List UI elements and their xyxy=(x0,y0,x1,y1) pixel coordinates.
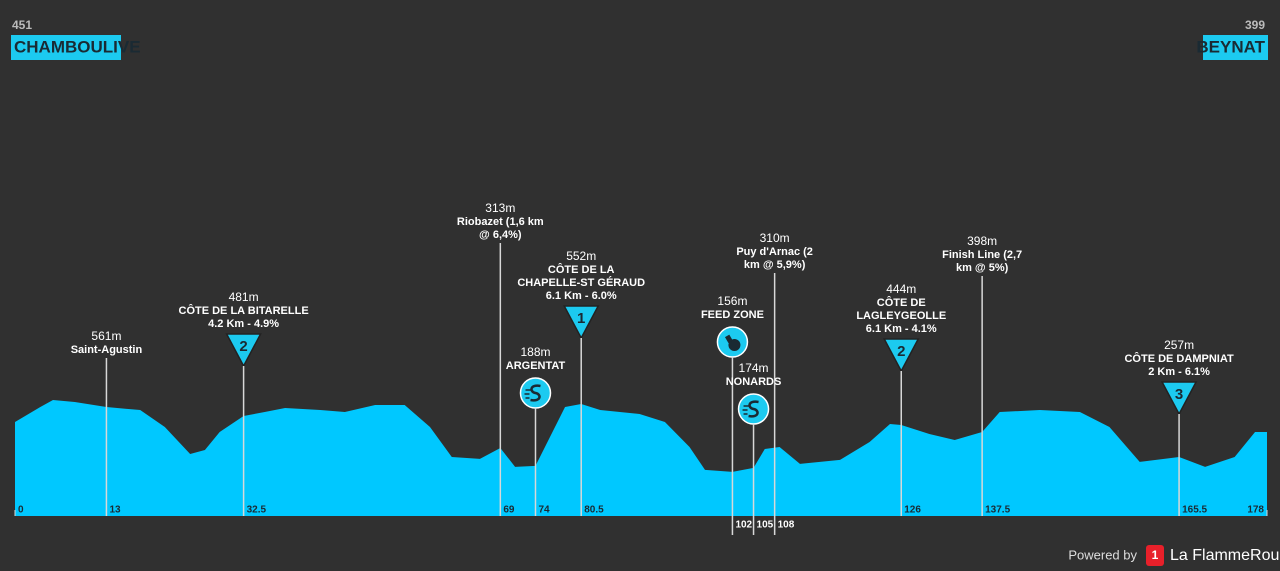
marker-elevation: 398m xyxy=(967,234,997,248)
elevation-area xyxy=(15,400,1267,516)
climb-category: 3 xyxy=(1175,386,1183,403)
marker-label: CÔTE DE LA xyxy=(548,263,615,276)
finish-name: BEYNAT xyxy=(1196,37,1265,56)
sprint-symbol xyxy=(530,384,541,402)
marker-label: CÔTE DE LA BITARELLE xyxy=(179,304,309,317)
x-tick-label: 108 xyxy=(778,520,795,531)
brand-name: La FlammeRouge xyxy=(1170,547,1280,564)
sprint-lines xyxy=(524,389,531,399)
x-tick-label: 69 xyxy=(503,505,515,516)
marker-label: CHAPELLE-ST GÉRAUD xyxy=(517,276,645,289)
sprint-lines xyxy=(742,405,749,415)
marker-elevation: 313m xyxy=(485,201,515,215)
x-tick-label: 178 xyxy=(1247,505,1264,516)
marker-elevation: 174m xyxy=(739,361,769,375)
start-name: CHAMBOULIVE xyxy=(14,37,141,56)
x-tick-label: 13 xyxy=(109,505,121,516)
marker-elevation: 188m xyxy=(520,345,550,359)
feed-symbol xyxy=(728,339,741,351)
marker-label: LAGLEYGEOLLE xyxy=(856,310,946,322)
marker-label: CÔTE DE DAMPNIAT xyxy=(1124,352,1233,365)
marker-label: 6.1 Km - 6.0% xyxy=(546,290,617,302)
x-tick-label: 102 xyxy=(735,520,752,531)
x-tick-label: 165.5 xyxy=(1182,505,1207,516)
marker-label: 4.2 Km - 4.9% xyxy=(208,318,279,330)
marker-elevation: 310m xyxy=(760,231,790,245)
marker-label: Saint-Agustin xyxy=(71,344,143,356)
finish-box xyxy=(1203,35,1268,60)
marker-elevation: 156m xyxy=(717,294,747,308)
powered-by: Powered by xyxy=(1068,547,1137,562)
climb-category: 1 xyxy=(577,310,585,327)
marker-label: NONARDS xyxy=(726,376,782,388)
marker-elevation: 561m xyxy=(91,329,121,343)
marker-label: Finish Line (2,7 xyxy=(942,249,1022,261)
marker-elevation: 552m xyxy=(566,249,596,263)
feed-symbol-top xyxy=(724,334,733,344)
marker-label: km @ 5%) xyxy=(956,262,1009,274)
sprint-symbol xyxy=(748,400,759,418)
x-tick-label: 74 xyxy=(538,505,550,516)
x-tick-label: 32.5 xyxy=(247,505,267,516)
start-number: 451 xyxy=(12,18,32,32)
marker-elevation: 444m xyxy=(886,282,916,296)
x-tick-label: 0 xyxy=(18,505,24,516)
marker-label: 6.1 Km - 4.1% xyxy=(866,323,937,335)
x-tick-label: 105 xyxy=(757,520,774,531)
climb-marker xyxy=(225,333,262,368)
climb-marker xyxy=(882,338,920,373)
marker-elevation: 257m xyxy=(1164,338,1194,352)
marker-label: 2 Km - 6.1% xyxy=(1148,366,1210,378)
marker-label: ARGENTAT xyxy=(506,360,566,372)
climb-category: 2 xyxy=(239,338,247,355)
marker-label: @ 6,4%) xyxy=(479,229,522,241)
climb-marker xyxy=(562,305,600,340)
marker-elevation: 481m xyxy=(229,290,259,304)
x-tick-label: 137.5 xyxy=(985,505,1010,516)
brand-logo xyxy=(1146,545,1164,566)
marker-label: Puy d'Arnac (2 xyxy=(736,246,813,258)
climb-marker xyxy=(1160,381,1198,416)
marker-label: km @ 5,9%) xyxy=(744,259,806,271)
brand-logo-text: 1 xyxy=(1152,548,1159,562)
marker-label: CÔTE DE xyxy=(877,296,926,309)
climb-category: 2 xyxy=(897,343,905,360)
x-tick-label: 80.5 xyxy=(584,505,604,516)
marker-label: Riobazet (1,6 km xyxy=(457,216,544,228)
marker-label: FEED ZONE xyxy=(701,309,764,321)
finish-number: 399 xyxy=(1245,18,1265,32)
x-tick-label: 126 xyxy=(904,505,921,516)
start-box xyxy=(11,35,121,60)
